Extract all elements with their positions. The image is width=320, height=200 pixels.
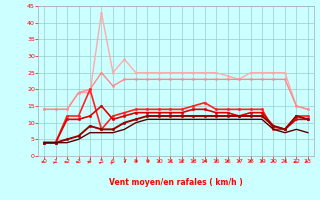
X-axis label: Vent moyen/en rafales ( km/h ): Vent moyen/en rafales ( km/h ) (109, 178, 243, 187)
